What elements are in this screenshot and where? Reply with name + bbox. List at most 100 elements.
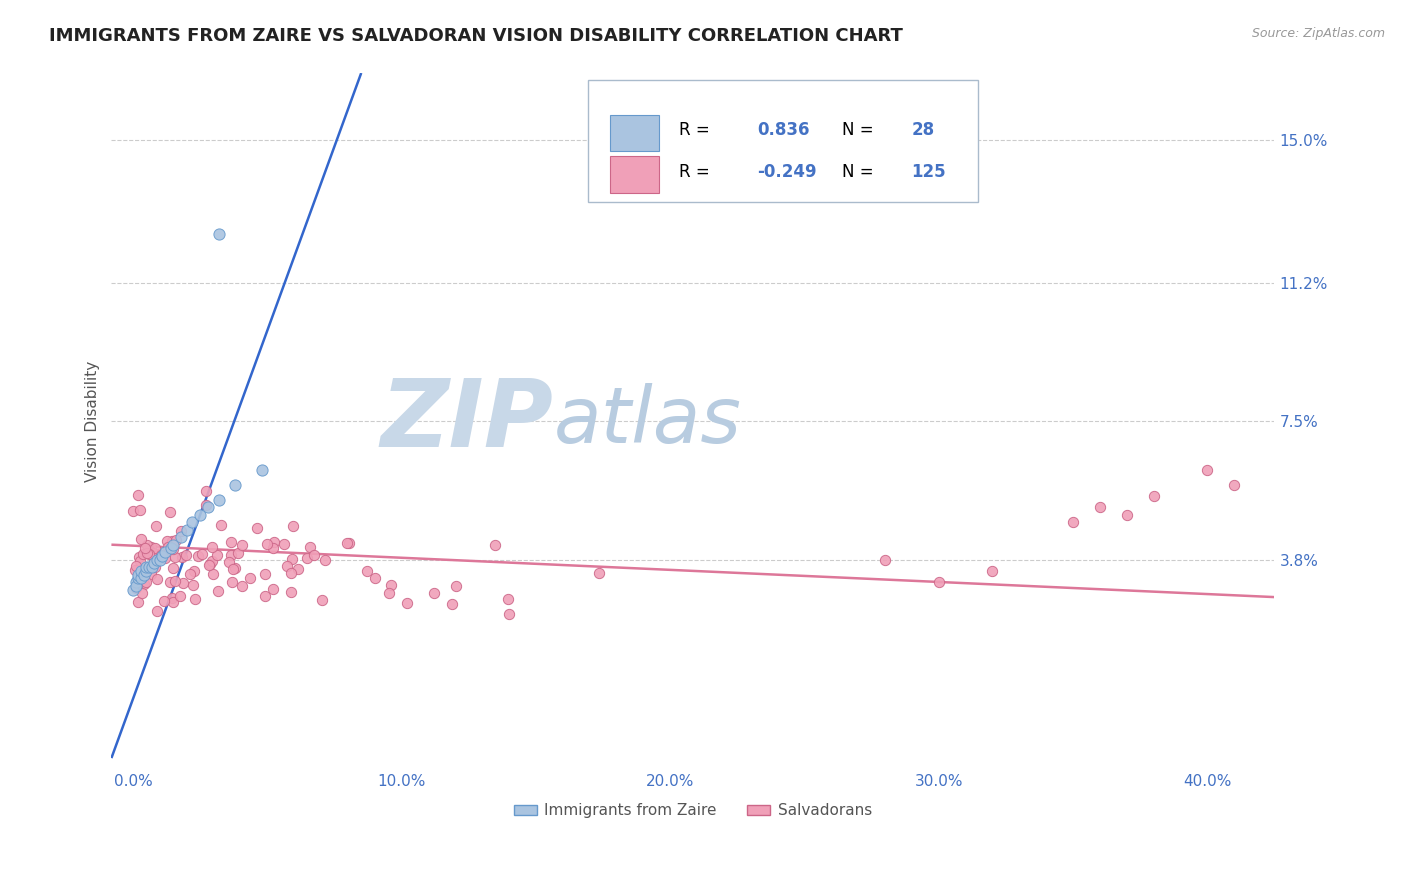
Point	[188, 508, 211, 522]
Point	[314, 553, 336, 567]
Point	[231, 578, 253, 592]
Point	[156, 533, 179, 548]
Point	[201, 554, 224, 568]
Point	[132, 567, 155, 582]
Point	[139, 540, 162, 554]
Point	[127, 488, 149, 502]
Point	[135, 538, 157, 552]
Point	[127, 567, 149, 582]
Text: 28: 28	[911, 121, 935, 139]
Text: Source: ZipAtlas.com: Source: ZipAtlas.com	[1251, 27, 1385, 40]
Point	[273, 536, 295, 550]
Point	[1115, 508, 1137, 522]
Point	[231, 539, 253, 553]
Point	[224, 477, 246, 491]
Point	[239, 571, 262, 585]
Point	[146, 552, 169, 566]
Point	[873, 552, 896, 566]
Point	[170, 550, 193, 565]
Text: 125: 125	[911, 163, 946, 181]
Point	[165, 574, 187, 589]
Point	[145, 573, 167, 587]
Point	[129, 554, 152, 568]
Point	[226, 546, 249, 560]
Point	[129, 503, 152, 517]
Point	[207, 584, 229, 599]
Point	[124, 581, 146, 595]
Point	[165, 533, 187, 547]
Point	[253, 590, 276, 604]
Point	[128, 550, 150, 565]
Point	[184, 592, 207, 607]
Point	[195, 499, 218, 513]
Point	[280, 566, 302, 581]
Text: 0.836: 0.836	[756, 121, 810, 139]
Point	[160, 533, 183, 548]
Legend: Immigrants from Zaire, Salvadorans: Immigrants from Zaire, Salvadorans	[508, 797, 879, 824]
Point	[200, 557, 222, 571]
Point	[124, 579, 146, 593]
Text: R =: R =	[679, 121, 710, 139]
Point	[262, 582, 284, 596]
Point	[295, 550, 318, 565]
Point	[143, 553, 166, 567]
FancyBboxPatch shape	[610, 114, 659, 152]
Text: ZIP: ZIP	[381, 376, 554, 467]
Point	[127, 571, 149, 585]
Point	[254, 566, 277, 581]
Text: R =: R =	[679, 163, 710, 181]
Point	[124, 575, 146, 590]
Point	[441, 597, 464, 611]
Point	[129, 564, 152, 578]
FancyBboxPatch shape	[588, 80, 979, 202]
Point	[219, 548, 242, 562]
Point	[149, 548, 172, 562]
Point	[187, 549, 209, 563]
Point	[174, 548, 197, 562]
Point	[135, 564, 157, 578]
Point	[138, 542, 160, 557]
Point	[197, 500, 219, 515]
Point	[165, 549, 187, 564]
Point	[159, 541, 181, 556]
Point	[162, 595, 184, 609]
Point	[1062, 515, 1084, 529]
Point	[195, 484, 218, 499]
Point	[276, 558, 298, 573]
Point	[142, 546, 165, 560]
Point	[149, 552, 172, 566]
Point	[981, 564, 1004, 578]
Point	[132, 547, 155, 561]
Point	[287, 561, 309, 575]
Point	[1197, 463, 1219, 477]
Point	[122, 504, 145, 518]
Point	[209, 518, 232, 533]
Point	[159, 505, 181, 519]
Point	[159, 575, 181, 590]
Point	[139, 567, 162, 582]
Point	[141, 560, 163, 574]
Y-axis label: Vision Disability: Vision Disability	[86, 360, 100, 482]
Point	[157, 541, 180, 555]
Point	[125, 558, 148, 573]
Point	[145, 519, 167, 533]
Point	[162, 561, 184, 575]
Point	[280, 584, 302, 599]
Point	[311, 593, 333, 607]
Point	[170, 530, 193, 544]
Point	[125, 579, 148, 593]
Point	[162, 538, 184, 552]
Point	[205, 549, 228, 563]
Point	[281, 551, 304, 566]
Point	[198, 558, 221, 572]
Point	[160, 591, 183, 606]
Point	[1088, 500, 1111, 515]
Point	[299, 541, 322, 555]
Point	[1142, 489, 1164, 503]
Point	[335, 536, 357, 550]
Point	[224, 561, 246, 575]
Point	[127, 595, 149, 609]
Point	[337, 536, 360, 550]
Point	[364, 571, 387, 585]
Text: atlas: atlas	[554, 384, 741, 459]
